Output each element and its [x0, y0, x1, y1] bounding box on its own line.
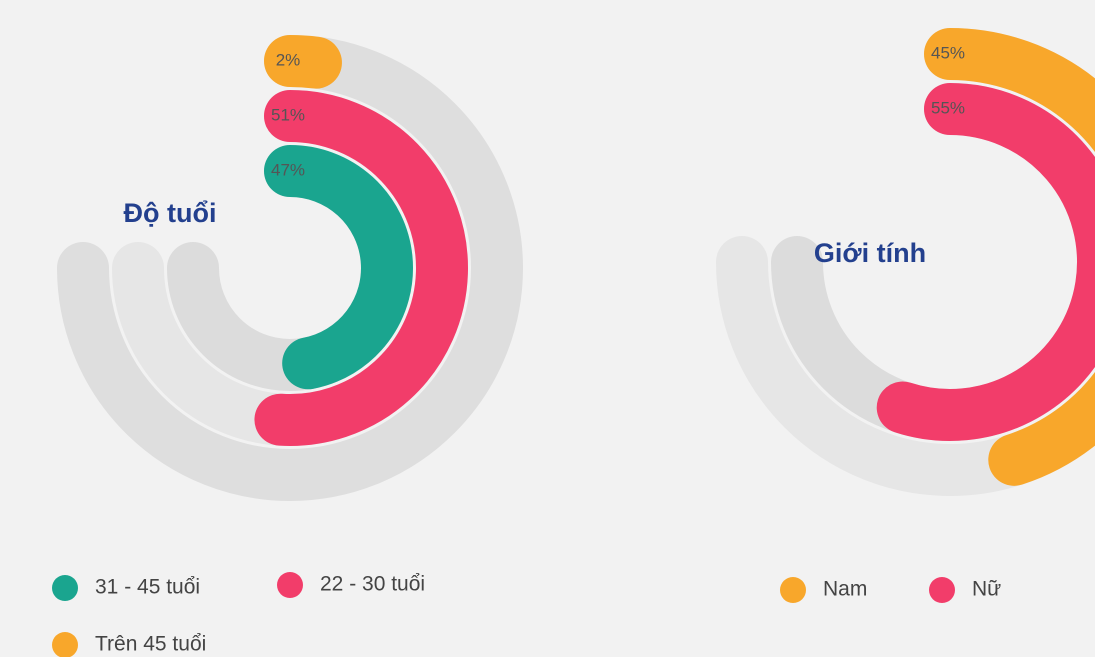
radial-bar — [264, 35, 342, 89]
chart-title: Độ tuổi — [124, 198, 217, 228]
legend-label: 22 - 30 tuổi — [320, 573, 425, 596]
radial-bar — [876, 83, 1095, 441]
legend-label: Nam — [823, 578, 867, 601]
value-label: 2% — [276, 50, 301, 69]
radial-bar — [924, 28, 1095, 486]
legend-swatch — [52, 632, 78, 657]
value-label: 51% — [271, 105, 305, 124]
legend-label: Trên 45 tuổi — [95, 633, 206, 656]
value-label: 55% — [931, 98, 965, 117]
radial-bar — [254, 90, 468, 446]
radial-bar — [264, 145, 413, 390]
value-label: 47% — [271, 160, 305, 179]
legend-swatch — [929, 577, 955, 603]
value-label: 45% — [931, 43, 965, 62]
legend-label: 31 - 45 tuổi — [95, 576, 200, 599]
legend-swatch — [780, 577, 806, 603]
legend-swatch — [52, 575, 78, 601]
legend-swatch — [277, 572, 303, 598]
legend-label: Nữ — [972, 578, 1001, 601]
track — [57, 35, 523, 501]
chart-title: Giới tính — [814, 238, 926, 268]
